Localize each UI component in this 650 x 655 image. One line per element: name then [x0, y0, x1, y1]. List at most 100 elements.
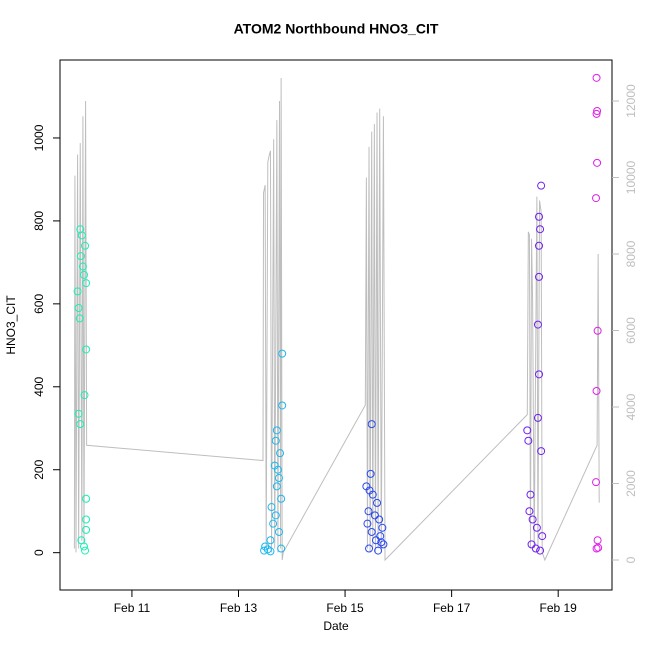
point [82, 494, 91, 503]
point [593, 326, 602, 335]
y2-tick-label: 12000 [624, 84, 638, 118]
point [533, 413, 542, 422]
point [535, 212, 544, 221]
point [593, 536, 602, 545]
point [271, 436, 280, 445]
point [266, 536, 275, 545]
point [524, 436, 533, 445]
point [525, 507, 534, 516]
point [272, 482, 281, 491]
point [74, 303, 83, 312]
point [79, 270, 88, 279]
y2-tick-label: 4000 [624, 393, 638, 420]
point [592, 73, 601, 82]
point [592, 109, 601, 118]
point [79, 542, 88, 551]
point [377, 538, 386, 547]
point [523, 426, 532, 435]
point [365, 544, 374, 553]
x-axis-label: Date [323, 619, 349, 633]
point [536, 225, 545, 234]
point [74, 409, 83, 418]
point [274, 527, 283, 536]
point [526, 490, 535, 499]
point [593, 107, 602, 116]
point [527, 540, 536, 549]
y-tick-label: 400 [32, 376, 46, 396]
point [535, 370, 544, 379]
point [272, 426, 281, 435]
chart-title: ATOM2 Northbound HNO3_CIT [234, 21, 439, 37]
point [364, 507, 373, 516]
point [378, 523, 387, 532]
point [76, 420, 85, 429]
point [371, 536, 380, 545]
plot-box [59, 59, 613, 591]
point [367, 420, 376, 429]
point [363, 519, 372, 528]
point [263, 545, 272, 554]
point [531, 544, 540, 553]
point [536, 546, 545, 555]
point [271, 511, 280, 520]
point [274, 474, 283, 483]
point [528, 515, 537, 524]
point [535, 272, 544, 281]
x-tick-label: Feb 11 [114, 601, 151, 615]
point [267, 503, 276, 512]
point [278, 349, 287, 358]
y-axis-label: HNO3_CIT [4, 295, 18, 355]
point [73, 287, 82, 296]
y-tick-label: 600 [32, 294, 46, 314]
point [374, 546, 383, 555]
point [76, 252, 85, 261]
point [537, 181, 546, 190]
point [592, 544, 601, 553]
y2-tick-label: 0 [624, 556, 638, 563]
point [375, 515, 384, 524]
point [370, 511, 379, 520]
point [368, 490, 377, 499]
point [592, 478, 601, 487]
point [535, 241, 544, 250]
y-tick-label: 800 [32, 211, 46, 231]
point [276, 449, 285, 458]
point [81, 241, 90, 250]
point [376, 532, 385, 541]
point [593, 158, 602, 167]
point [260, 546, 269, 555]
point [277, 494, 286, 503]
point [366, 469, 375, 478]
y-tick-label: 1000 [32, 124, 46, 151]
point [277, 544, 286, 553]
point [592, 194, 601, 203]
point [81, 546, 90, 555]
point [82, 525, 91, 534]
point [273, 465, 282, 474]
point [379, 540, 388, 549]
point [594, 543, 603, 552]
point [533, 320, 542, 329]
point [367, 527, 376, 536]
x-tick-label: Feb 17 [433, 601, 471, 615]
point [373, 498, 382, 507]
point [261, 542, 270, 551]
point [77, 231, 86, 240]
y2-tick-label: 10000 [624, 160, 638, 194]
x-tick-label: Feb 13 [220, 601, 258, 615]
line [73, 78, 600, 562]
y2-tick-label: 8000 [624, 240, 638, 267]
point [80, 391, 89, 400]
point [78, 262, 87, 271]
y-tick-label: 200 [32, 459, 46, 479]
point [82, 345, 91, 354]
point [537, 447, 546, 456]
point [82, 515, 91, 524]
point [266, 547, 275, 556]
y-tick-label: 0 [32, 549, 46, 556]
point [592, 386, 601, 395]
y2-tick-label: 6000 [624, 317, 638, 344]
point [532, 523, 541, 532]
point [82, 279, 91, 288]
